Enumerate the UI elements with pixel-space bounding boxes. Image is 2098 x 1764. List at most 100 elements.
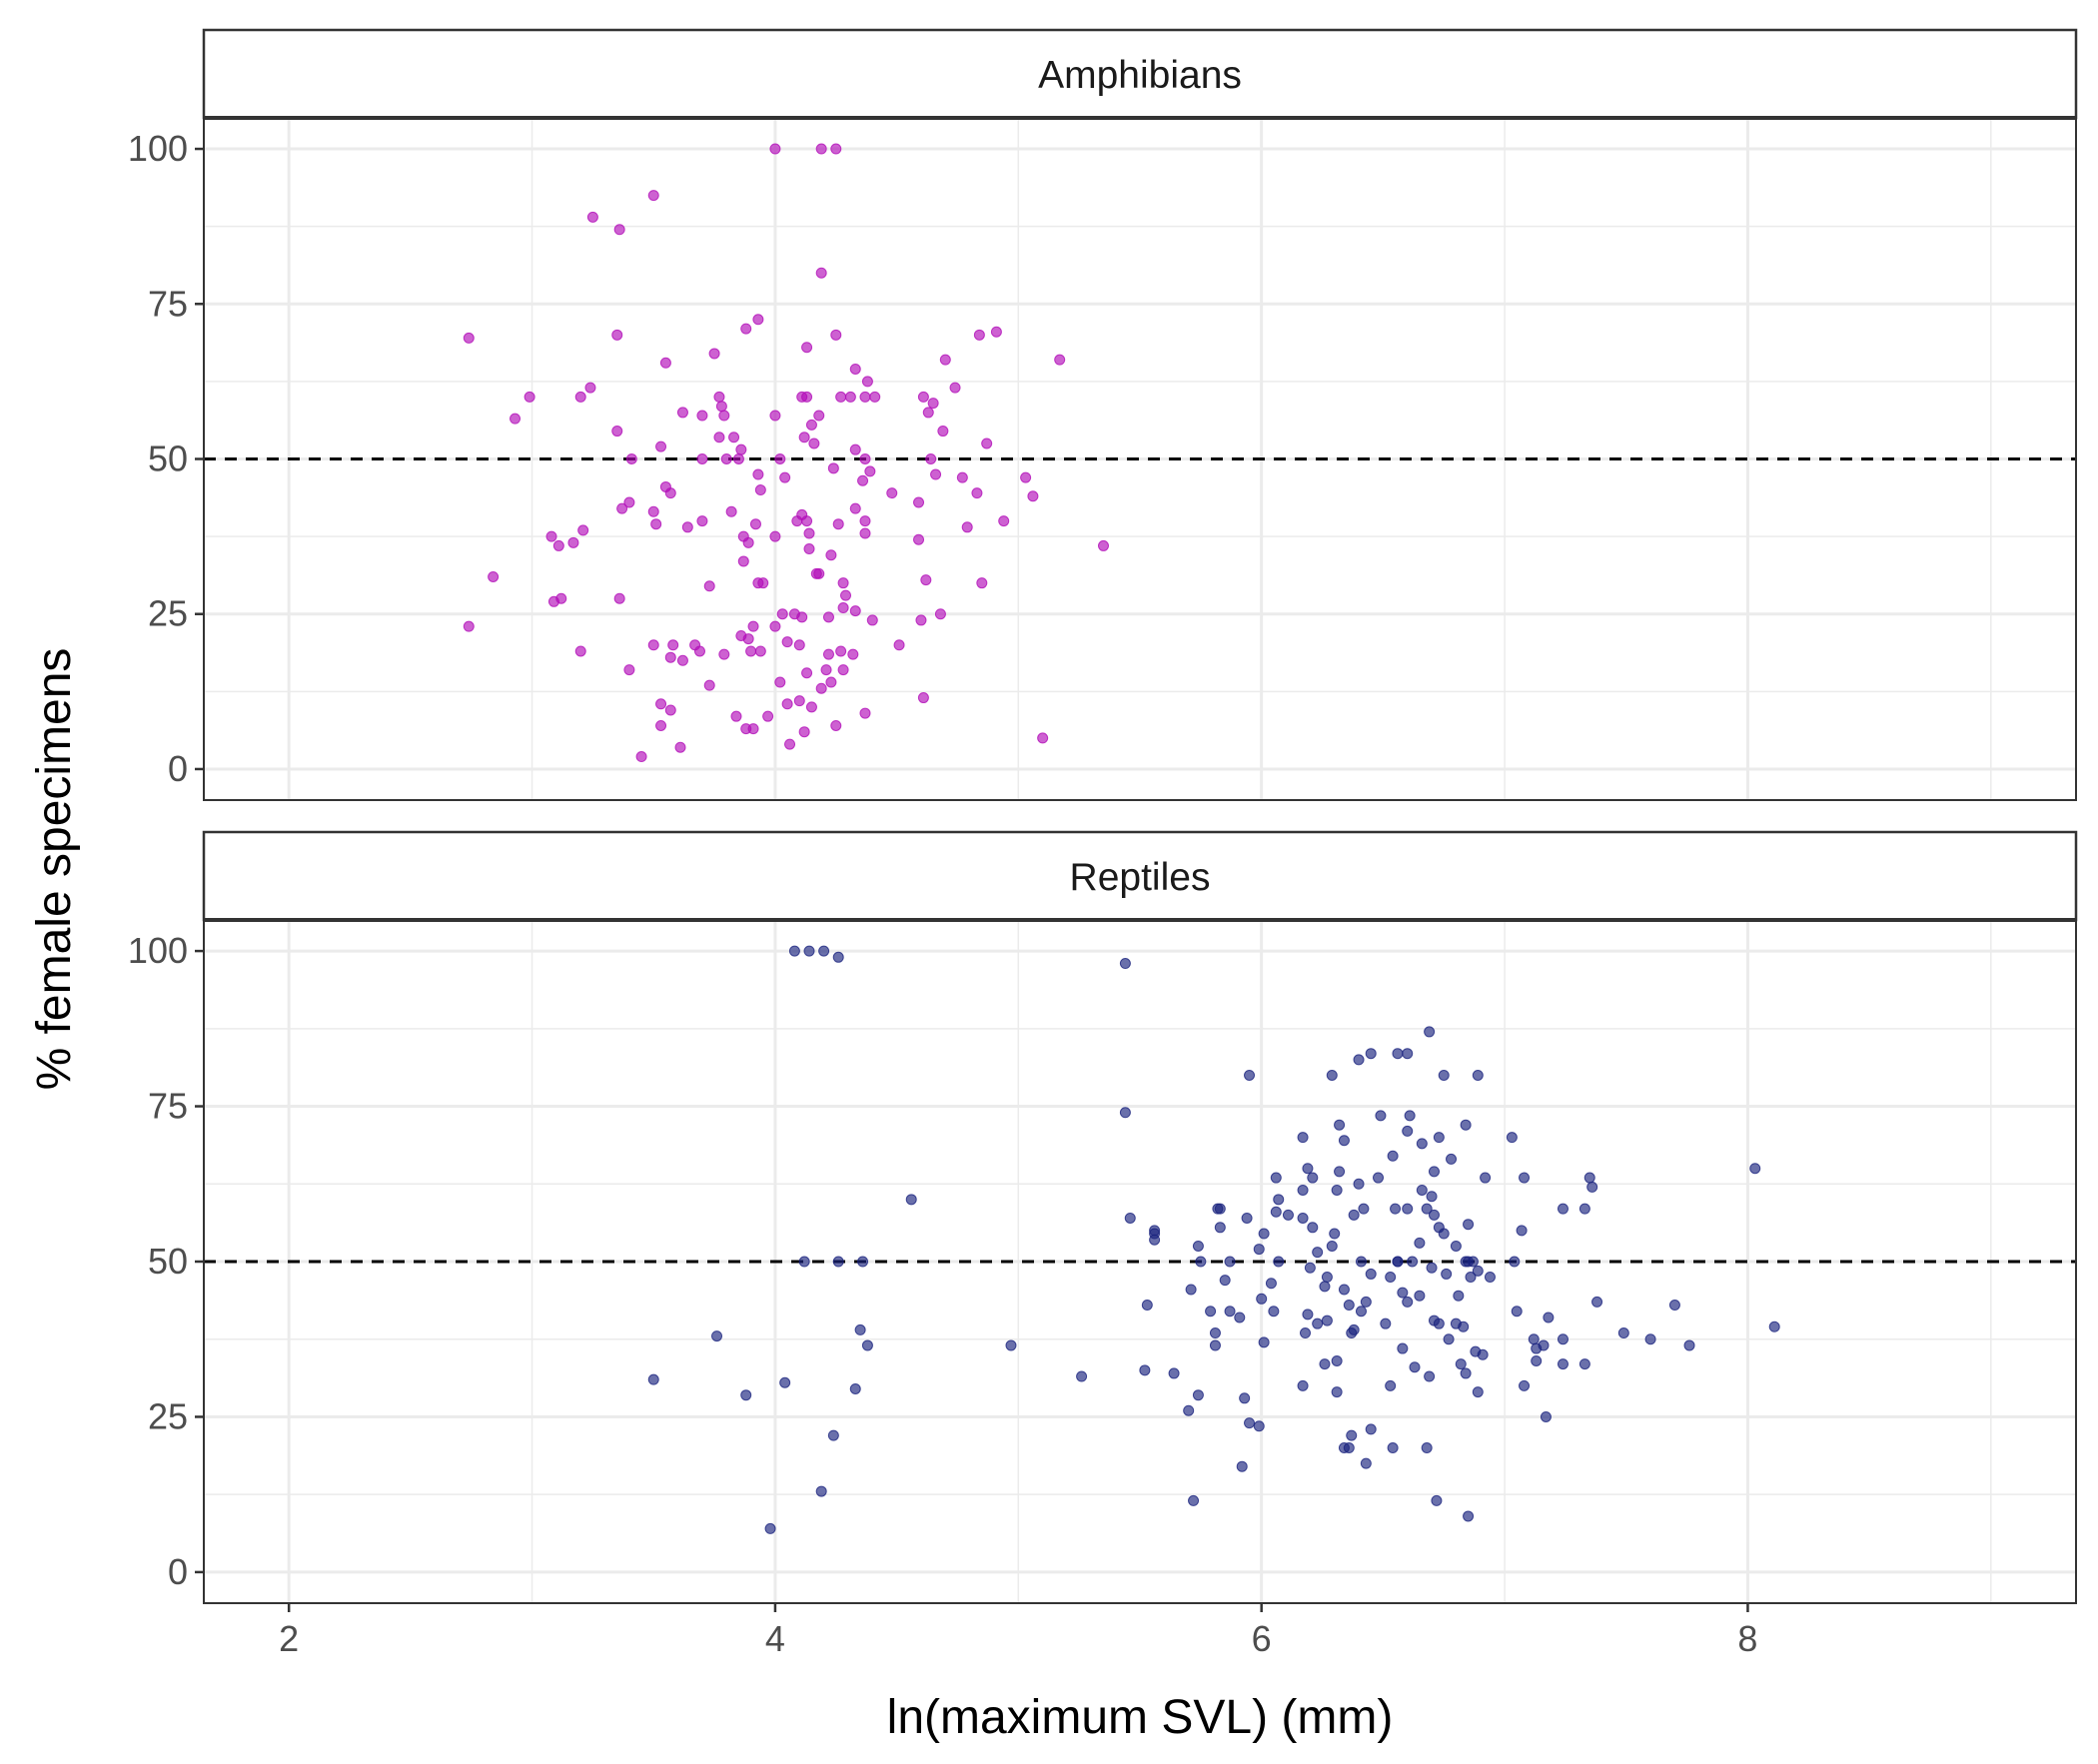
- scatter-point: [1270, 1206, 1282, 1218]
- scatter-point: [803, 543, 815, 555]
- scatter-point: [1557, 1358, 1569, 1370]
- scatter-point: [762, 710, 774, 722]
- scatter-point: [961, 521, 973, 533]
- scatter-point: [613, 224, 625, 236]
- scatter-point: [990, 326, 1002, 338]
- scatter-point: [1005, 1339, 1017, 1351]
- scatter-point: [781, 636, 793, 648]
- scatter-point: [754, 484, 766, 496]
- scatter-point: [1139, 1364, 1151, 1376]
- scatter-point: [849, 363, 861, 375]
- scatter-point: [1385, 1379, 1397, 1391]
- scatter-point: [752, 468, 764, 480]
- scatter-point: [803, 945, 815, 957]
- scatter-point: [1119, 1107, 1131, 1119]
- scatter-point: [1450, 1240, 1462, 1252]
- scatter-point: [1343, 1300, 1355, 1312]
- scatter-point: [1304, 1262, 1316, 1274]
- scatter-point: [1591, 1296, 1603, 1308]
- scatter-point: [813, 410, 825, 422]
- scatter-point: [664, 651, 676, 663]
- scatter-point: [776, 608, 788, 620]
- scatter-point: [696, 515, 708, 527]
- scatter-point: [779, 1376, 791, 1388]
- scatter-point: [788, 945, 800, 957]
- scatter-point: [1480, 1172, 1492, 1184]
- scatter-point: [1467, 1256, 1479, 1268]
- y-tick-label: 25: [148, 593, 188, 634]
- scatter-point: [1037, 732, 1049, 744]
- scatter-point: [830, 329, 842, 341]
- scatter-point: [1214, 1222, 1226, 1234]
- scatter-point: [1355, 1306, 1367, 1318]
- scatter-point: [555, 592, 567, 604]
- scatter-point: [849, 443, 861, 455]
- y-tick-label: 100: [128, 128, 188, 169]
- scatter-point: [1424, 1026, 1436, 1038]
- scatter-point: [1209, 1339, 1221, 1351]
- scatter-point: [1543, 1312, 1555, 1323]
- scatter-points: [647, 945, 1780, 1534]
- scatter-point: [913, 533, 925, 545]
- scatter-point: [1528, 1333, 1540, 1345]
- scatter-point: [574, 391, 586, 403]
- x-tick-label: 6: [1252, 1618, 1272, 1659]
- scatter-point: [659, 357, 671, 369]
- scatter-point: [949, 382, 961, 394]
- scatter-point: [1426, 1262, 1438, 1274]
- scatter-point: [650, 518, 662, 530]
- scatter-point: [861, 376, 873, 388]
- scatter-point: [1416, 1138, 1428, 1150]
- scatter-point: [1392, 1048, 1404, 1060]
- scatter-point: [1402, 1296, 1414, 1308]
- scatter-point: [1557, 1203, 1569, 1215]
- scatter-point: [827, 462, 839, 474]
- scatter-point: [893, 639, 905, 651]
- scatter-point: [917, 692, 929, 704]
- scatter-point: [793, 639, 805, 651]
- scatter-point: [1360, 1296, 1372, 1308]
- y-tick-label: 75: [148, 283, 188, 324]
- scatter-point: [1421, 1442, 1433, 1454]
- scatter-point: [584, 382, 596, 394]
- scatter-point: [815, 143, 827, 155]
- scatter-point: [647, 190, 659, 202]
- scatter-point: [1244, 1417, 1256, 1429]
- scatter-point: [769, 530, 781, 542]
- scatter-point: [655, 441, 667, 452]
- scatter-point: [693, 645, 705, 657]
- scatter-point: [1268, 1306, 1280, 1318]
- scatter-point: [488, 570, 500, 582]
- scatter-point: [774, 676, 786, 688]
- scatter-point: [616, 502, 628, 514]
- grid-lines: [204, 118, 2076, 800]
- scatter-point: [1407, 1256, 1419, 1268]
- scatter-point: [1355, 1256, 1367, 1268]
- scatter-point: [976, 577, 988, 589]
- facet-amphibians: Amphibians 0 25 50 75 100: [128, 28, 2078, 801]
- scatter-point: [779, 471, 791, 483]
- scatter-point: [1297, 1379, 1309, 1391]
- scatter-point: [1348, 1209, 1360, 1221]
- y-tick-label: 0: [168, 1551, 188, 1592]
- scatter-point: [973, 329, 985, 341]
- scatter-point: [1236, 1460, 1248, 1472]
- scatter-point: [1020, 471, 1032, 483]
- scatter-point: [747, 620, 759, 632]
- scatter-point: [917, 391, 929, 403]
- scatter-point: [613, 592, 625, 604]
- scatter-point: [715, 401, 727, 413]
- scatter-point: [864, 465, 876, 477]
- scatter-point: [757, 577, 769, 589]
- scatter-point: [1209, 1327, 1221, 1339]
- scatter-point: [859, 453, 871, 464]
- scatter-points: [463, 143, 1109, 763]
- scatter-point: [869, 391, 881, 403]
- scatter-point: [1465, 1272, 1477, 1284]
- scatter-point: [728, 432, 740, 443]
- scatter-point: [1224, 1306, 1236, 1318]
- scatter-point: [655, 698, 667, 710]
- scatter-point: [1312, 1247, 1324, 1259]
- scatter-point: [737, 555, 749, 567]
